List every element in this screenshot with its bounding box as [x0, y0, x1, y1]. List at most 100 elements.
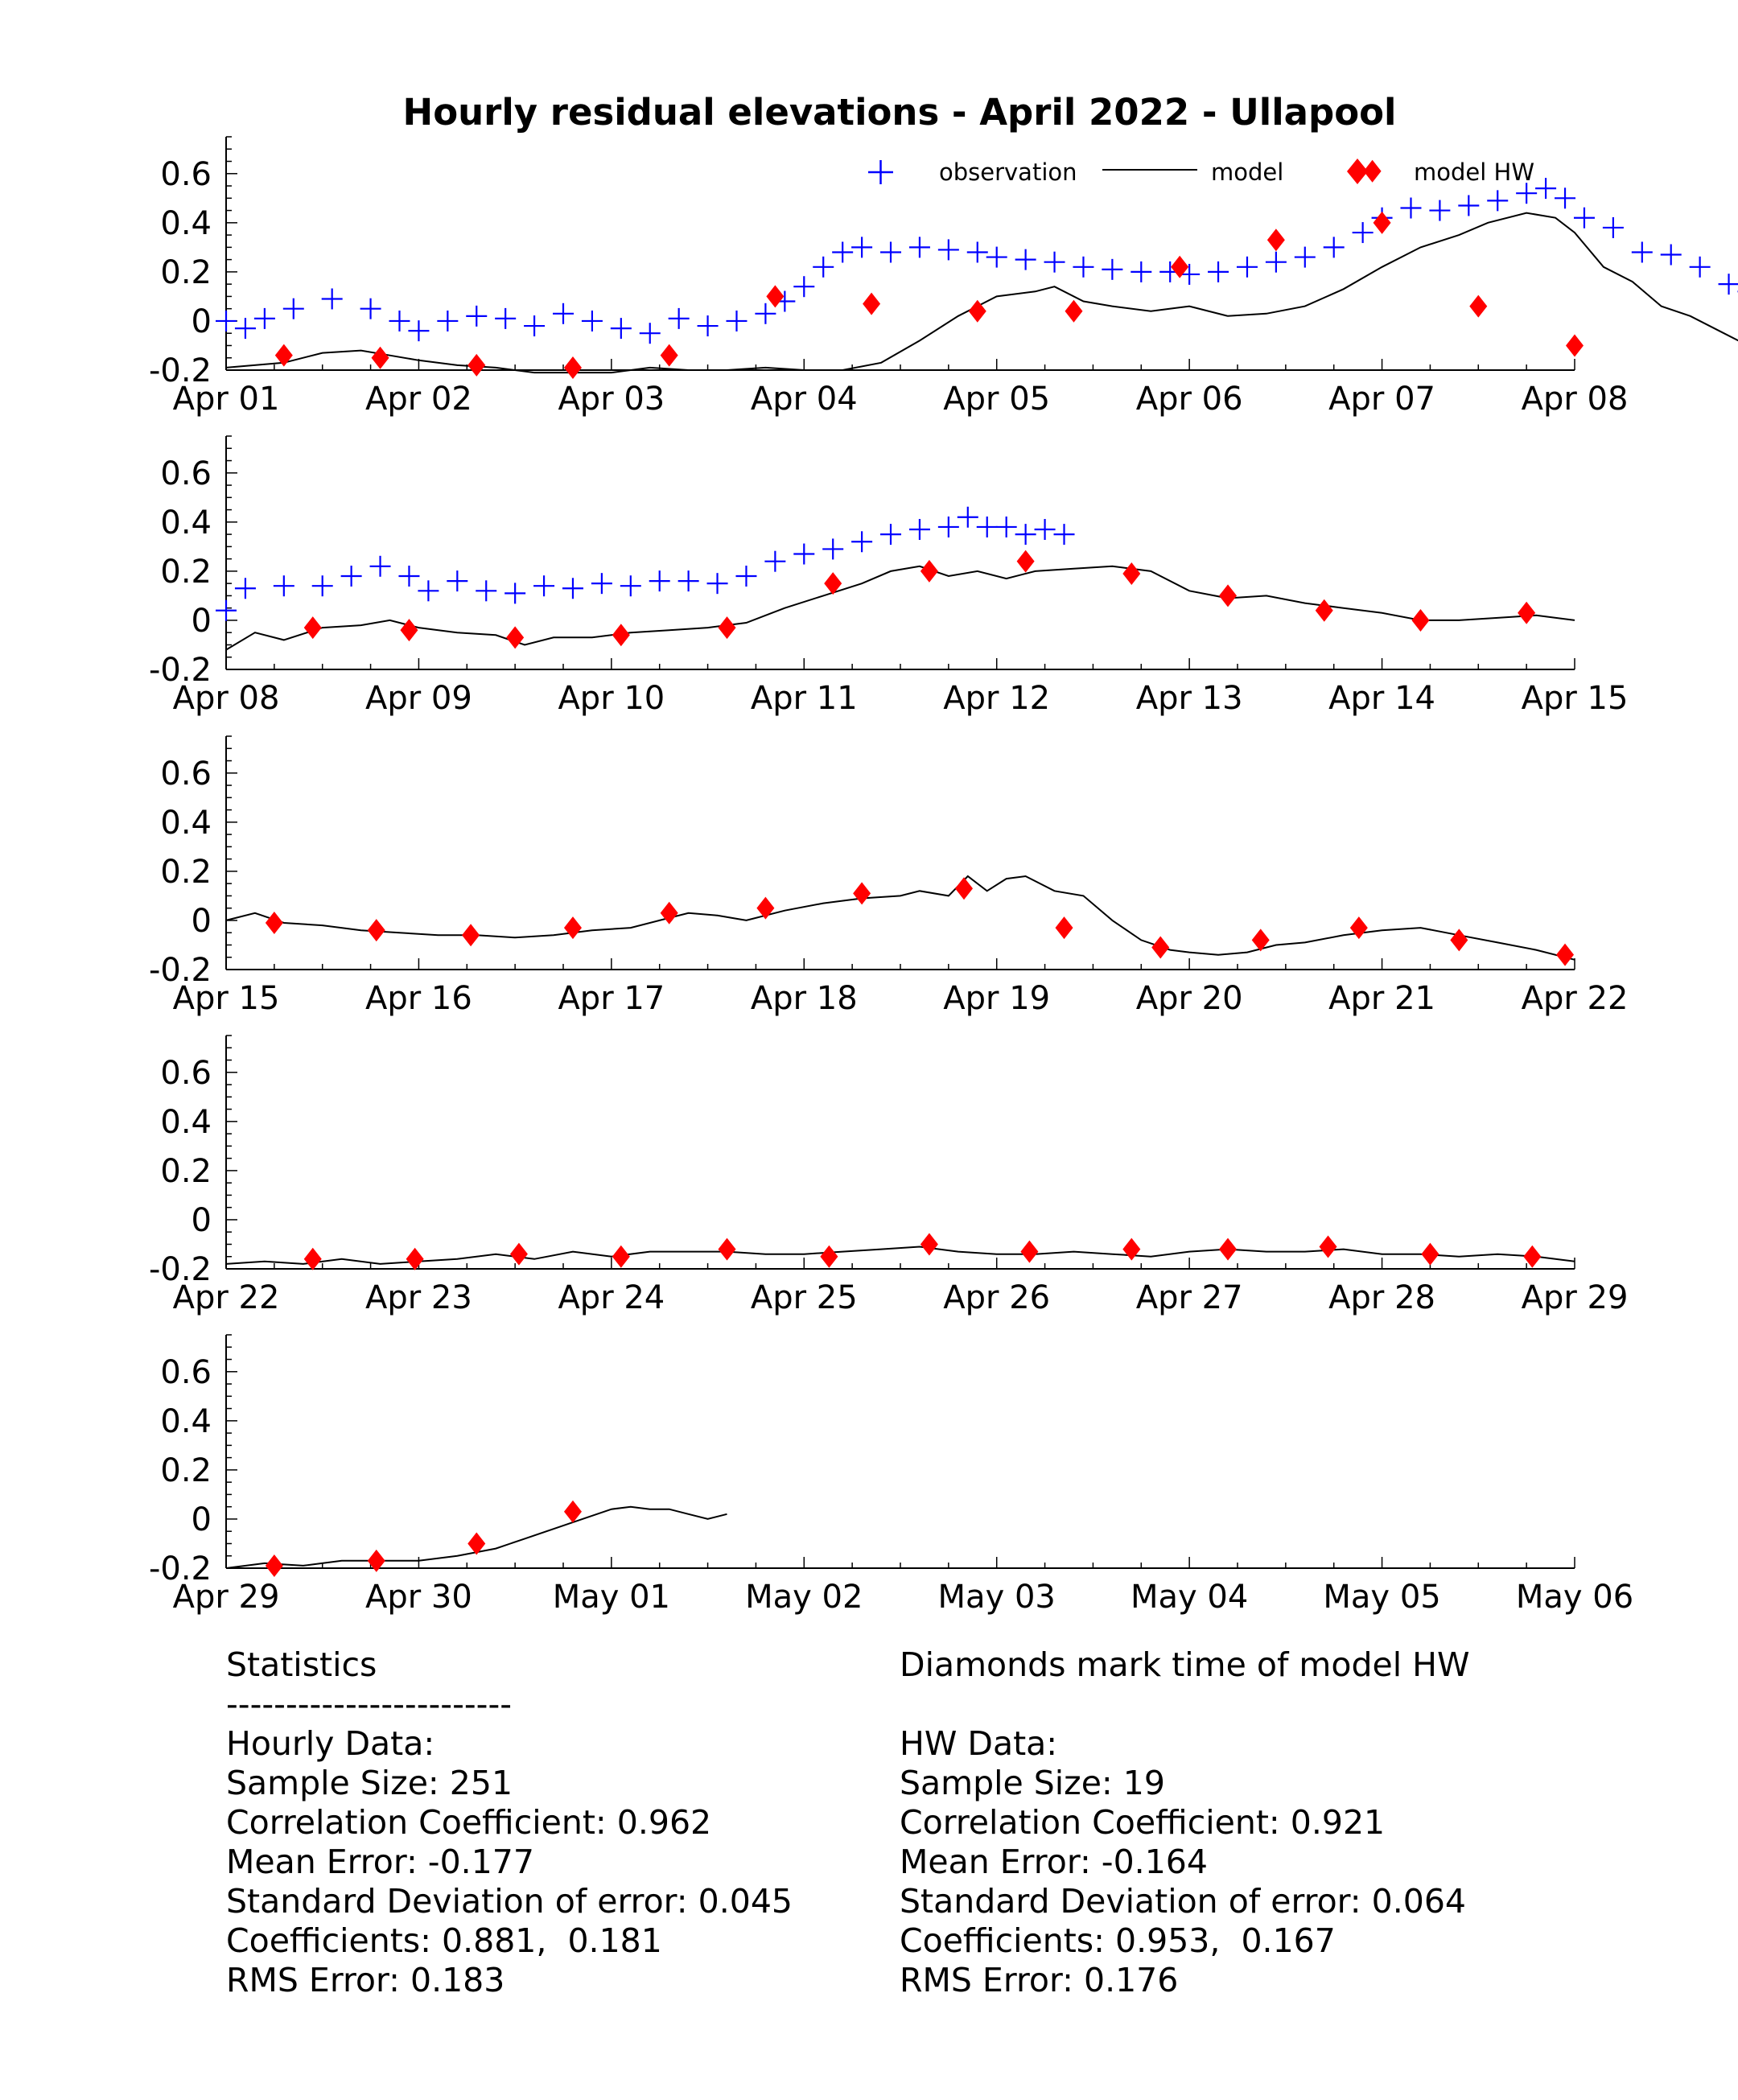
legend-hw-label: model HW	[1414, 159, 1534, 186]
model-hw-point	[1566, 334, 1584, 357]
model-hw-point	[863, 292, 881, 315]
y-tick-label: -0.2	[149, 952, 212, 989]
observation-point	[986, 246, 1007, 268]
model-hw-point	[1219, 584, 1238, 607]
observation-point	[1660, 244, 1682, 266]
stats-title: Statistics	[226, 1645, 377, 1684]
model-hw-point	[1171, 255, 1189, 278]
y-tick-label: 0.6	[160, 756, 212, 793]
x-tick-label: Apr 20	[1136, 980, 1243, 1017]
model-hw-point	[1020, 1240, 1039, 1263]
x-tick-label: Apr 22	[173, 1279, 280, 1316]
model-hw-point	[467, 1532, 486, 1555]
legend-model-label: model	[1211, 159, 1283, 186]
observation-point	[476, 580, 497, 602]
model-series-line	[225, 1505, 727, 1569]
model-hw-point	[1556, 943, 1575, 966]
x-tick-label: Apr 11	[751, 680, 858, 717]
observation-point	[1015, 249, 1036, 270]
model-hw-point	[1411, 608, 1430, 632]
model-hw-point	[1151, 936, 1170, 959]
x-tick-label: Apr 27	[1136, 1279, 1243, 1316]
observation-point	[1516, 183, 1538, 204]
model-hw-point	[406, 1247, 424, 1270]
observation-point	[1044, 251, 1065, 273]
observation-point	[755, 303, 776, 324]
observation-point	[581, 310, 603, 331]
y-tick-label: 0.4	[160, 205, 212, 242]
observation-point	[311, 575, 333, 597]
model-hw-point	[303, 616, 322, 640]
observation-point	[437, 310, 459, 331]
stats-mean-error: Mean Error: -0.177	[226, 1843, 534, 1881]
observation-point	[649, 570, 670, 592]
observation-point	[668, 307, 690, 329]
x-tick-label: Apr 21	[1328, 980, 1435, 1017]
y-tick-label: 0.2	[160, 554, 212, 591]
legend-observation-label: observation	[939, 159, 1077, 186]
model-hw-point	[1055, 916, 1073, 940]
y-tick-label: 0.6	[160, 1055, 212, 1092]
observation-point	[908, 237, 930, 258]
model-hw-point	[1315, 599, 1333, 622]
model-hw-point	[955, 877, 974, 900]
model-hw-point	[563, 916, 582, 940]
observation-point	[937, 516, 959, 537]
observation-point	[851, 237, 873, 258]
stats-title: Diamonds mark time of model HW	[900, 1645, 1470, 1684]
observation-point	[591, 573, 612, 595]
x-tick-label: May 04	[1131, 1579, 1248, 1616]
y-tick-label: 0.4	[160, 504, 212, 541]
model-hw-point	[824, 572, 842, 595]
x-tick-label: Apr 30	[365, 1579, 472, 1616]
observation-point	[533, 575, 555, 597]
y-tick-label: 0.2	[160, 254, 212, 291]
y-tick-label: -0.2	[149, 1251, 212, 1288]
observation-point	[1208, 261, 1229, 282]
y-tick-label: 0	[192, 1501, 212, 1538]
model-hw-point	[303, 1247, 322, 1270]
stats-divider	[900, 1685, 1470, 1724]
model-hw-point	[1450, 929, 1468, 952]
observation-point	[369, 555, 391, 577]
observation-point	[495, 307, 517, 329]
observation-point	[408, 320, 430, 342]
x-tick-label: Apr 15	[173, 980, 280, 1017]
observation-point	[1102, 258, 1123, 280]
y-tick-label: 0.2	[160, 1452, 212, 1489]
y-tick-label: 0.2	[160, 1153, 212, 1190]
model-hw-point	[1065, 299, 1083, 323]
model-hw-point	[1122, 562, 1141, 585]
x-tick-label: May 06	[1516, 1579, 1633, 1616]
x-tick-label: May 03	[938, 1579, 1056, 1616]
x-tick-label: Apr 04	[751, 381, 858, 418]
stats-std-error: Standard Deviation of error: 0.045	[226, 1882, 793, 1921]
observation-point	[447, 570, 468, 592]
x-tick-label: Apr 15	[1522, 680, 1629, 717]
observation-point	[1573, 207, 1595, 229]
observation-point	[1689, 256, 1711, 278]
model-hw-point	[920, 1233, 938, 1256]
model-hw-point	[1319, 1235, 1337, 1258]
observation-point	[360, 298, 381, 319]
model-hw-point	[718, 616, 736, 640]
x-tick-label: Apr 13	[1136, 680, 1243, 717]
x-tick-label: Apr 29	[173, 1579, 280, 1616]
y-tick-label: 0.6	[160, 1354, 212, 1391]
observation-point	[1535, 178, 1557, 200]
model-hw-point	[1373, 211, 1391, 234]
observation-point	[735, 566, 757, 587]
x-tick-label: Apr 07	[1328, 381, 1435, 418]
x-tick-label: Apr 17	[558, 980, 665, 1017]
observation-point	[1555, 187, 1576, 209]
observation-point	[389, 310, 410, 331]
observation-point	[620, 575, 641, 597]
stats-coefficients: Coefficients: 0.881, 0.181	[226, 1921, 662, 1960]
x-tick-label: Apr 05	[943, 381, 1050, 418]
model-hw-point	[371, 346, 389, 369]
x-tick-label: Apr 26	[943, 1279, 1050, 1316]
observation-point	[697, 315, 719, 337]
model-hw-point	[820, 1245, 838, 1268]
